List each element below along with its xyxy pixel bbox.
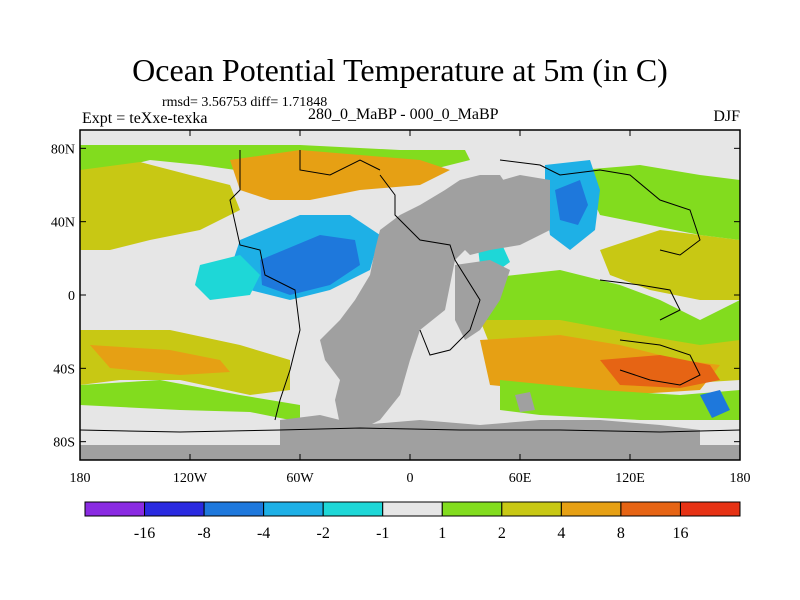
- colorbar-label: 2: [498, 525, 506, 542]
- season-label: DJF: [713, 108, 740, 125]
- colorbar-swatch: [263, 501, 324, 517]
- colorbar-swatch: [560, 501, 622, 517]
- west-pacific-yellow: [600, 230, 740, 300]
- x-tick-label: 120E: [615, 471, 645, 486]
- x-tick-label: 120W: [173, 471, 208, 486]
- colorbar-label: 16: [672, 525, 688, 542]
- x-tick-label: 60E: [509, 471, 532, 486]
- colorbar-label: 4: [557, 525, 565, 542]
- y-tick-label: 40N: [51, 216, 75, 231]
- colorbar-label: -4: [257, 525, 270, 542]
- north-pacific-warm-band: [80, 162, 240, 250]
- landmass-india-peninsula: [515, 392, 535, 412]
- y-tick-label: 0: [68, 289, 75, 304]
- rmsd-diff-stats: rmsd= 3.56753 diff= 1.71848: [162, 95, 328, 110]
- x-tick-label: 180: [730, 471, 751, 486]
- colorbar-label: -2: [317, 525, 330, 542]
- colorbar-swatch: [620, 501, 681, 517]
- map-title: Ocean Potential Temperature at 5m (in C): [132, 52, 668, 88]
- coastline-outlines: [80, 150, 740, 433]
- colorbar-swatch: [382, 501, 443, 517]
- colorbar-swatch: [203, 501, 265, 517]
- south-pacific-orange: [90, 345, 230, 375]
- colorbar-label: 8: [617, 525, 625, 542]
- y-tick-label: 40S: [53, 362, 75, 377]
- northwest-pacific-core: [555, 180, 588, 225]
- axis-ticks: 180 120W 60W 0 60E 120E 180 80N 40N 0 40S 80S: [51, 130, 751, 486]
- south-indian-green: [500, 380, 740, 420]
- colorbar-label: -8: [197, 525, 210, 542]
- landmass-africa-arabia: [455, 260, 510, 340]
- colorbar: -16 -8 -4 -2 -1 1 2 4 8 16: [84, 501, 741, 542]
- colorbar-label: -16: [134, 525, 155, 542]
- landmass-eurasia: [450, 175, 550, 255]
- colorbar-swatch: [501, 501, 562, 517]
- x-tick-label: 0: [407, 471, 414, 486]
- y-tick-label: 80N: [51, 142, 75, 157]
- x-tick-label: 60W: [286, 471, 314, 486]
- equatorial-pacific-band: [80, 300, 320, 360]
- tropical-cyan-tongue: [195, 255, 260, 300]
- experiment-label: Expt = teXxe-texka: [82, 110, 208, 127]
- pacific-cold-core: [260, 235, 360, 295]
- colorbar-swatch: [144, 501, 205, 517]
- north-pacific-orange-band: [230, 150, 450, 200]
- landmass-antarctica: [80, 415, 740, 460]
- southern-ocean-light: [80, 405, 290, 432]
- y-tick-label: 80S: [53, 436, 75, 451]
- anomaly-fields: [80, 130, 740, 460]
- arctic-white: [80, 130, 740, 155]
- colorbar-label: 1: [438, 525, 446, 542]
- colorbar-swatch: [322, 501, 384, 517]
- northwest-pacific-green: [580, 165, 740, 240]
- plot-area: [80, 130, 740, 460]
- colorbar-swatch: [84, 501, 146, 517]
- tasman-cool: [700, 390, 730, 418]
- colorbar-swatch: [441, 501, 503, 517]
- x-tick-label: 180: [70, 471, 91, 486]
- colorbar-label: -1: [376, 525, 389, 542]
- colorbar-swatch: [679, 501, 741, 517]
- comparison-label: 280_0_MaBP - 000_0_MaBP: [308, 106, 499, 123]
